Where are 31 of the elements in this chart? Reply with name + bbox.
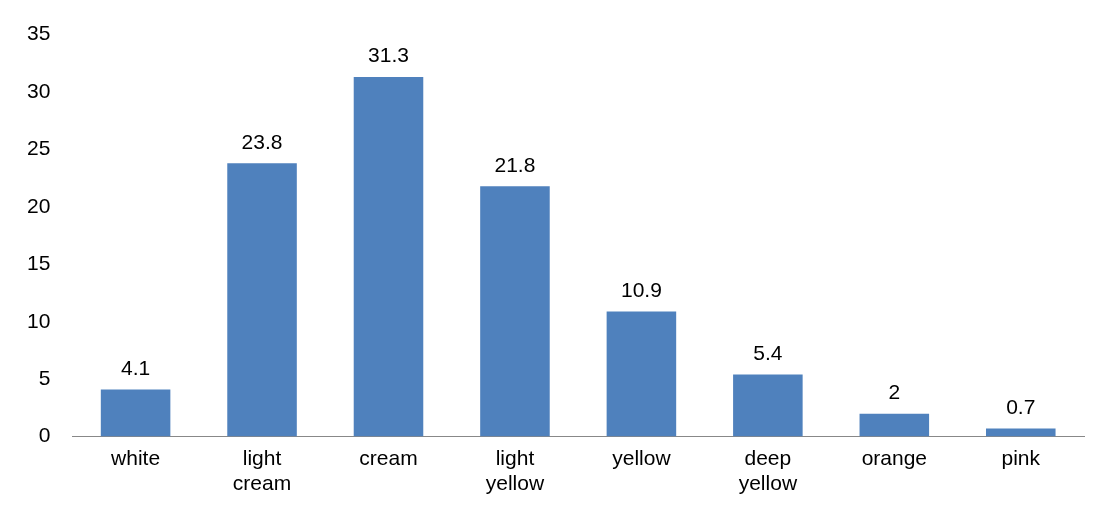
- data-label: 5.4: [753, 340, 783, 364]
- bar: [100, 389, 171, 437]
- bar: [606, 311, 677, 437]
- x-tick-label: deep yellow: [738, 446, 798, 495]
- data-label: 31.3: [368, 43, 409, 67]
- y-tick-label: 20: [27, 193, 51, 217]
- x-tick-label: pink: [1001, 446, 1041, 469]
- x-tick-label: cream: [359, 446, 418, 469]
- bar: [227, 163, 297, 437]
- data-label: 4.1: [120, 355, 151, 379]
- x-tick-label: light yellow: [485, 446, 545, 495]
- bar: [480, 186, 550, 437]
- data-label: 2: [888, 379, 901, 403]
- bar: [859, 413, 930, 437]
- data-label: 0.7: [1006, 394, 1036, 418]
- y-tick-label: 15: [27, 251, 51, 275]
- bar: [353, 77, 424, 437]
- data-label: 21.8: [494, 152, 536, 176]
- y-tick-label: 0: [38, 423, 51, 447]
- y-tick-label: 30: [27, 78, 51, 102]
- x-tick-label: yellow: [612, 446, 672, 469]
- x-tick-label: white: [110, 446, 161, 469]
- y-tick-label: 10: [27, 308, 51, 332]
- data-label: 23.8: [241, 129, 283, 153]
- x-tick-label: light cream: [232, 446, 292, 495]
- y-tick-label: 5: [38, 365, 51, 389]
- bar: [733, 374, 803, 437]
- y-tick-label: 35: [27, 21, 51, 45]
- y-tick-label: 25: [27, 136, 51, 160]
- x-tick-label: orange: [861, 446, 928, 469]
- data-label: 10.9: [620, 277, 662, 301]
